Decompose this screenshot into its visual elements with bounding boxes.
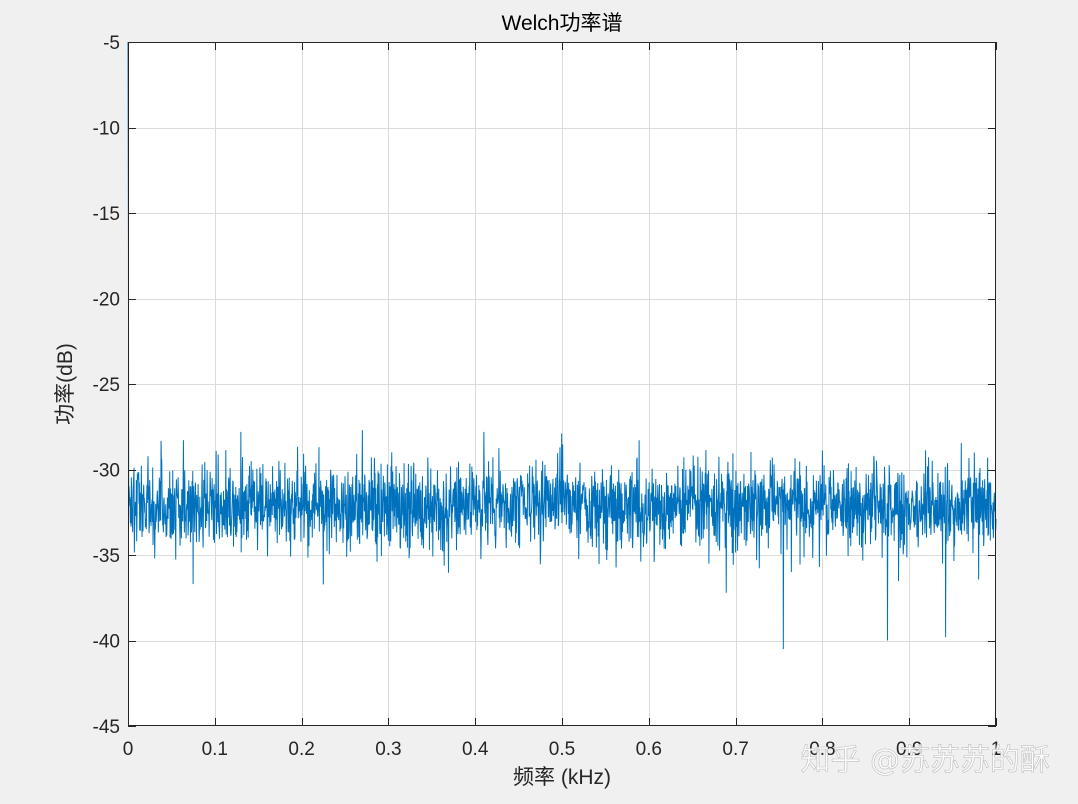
- y-axis-title: 功率(dB): [54, 343, 77, 425]
- x-tick-label: 0.1: [202, 739, 228, 760]
- y-tick-label: -35: [93, 546, 120, 567]
- x-tick-label: 0.2: [288, 739, 314, 760]
- y-tick-label: -45: [93, 717, 120, 738]
- y-tick-label: -10: [93, 119, 120, 140]
- y-tick-label: -5: [103, 33, 120, 54]
- x-tick-label: 0.5: [549, 739, 575, 760]
- series-line: [127, 41, 997, 650]
- x-tick-label: 0.8: [809, 739, 835, 760]
- y-tick-label: -25: [93, 375, 120, 396]
- x-axis-title: 频率 (kHz): [513, 766, 611, 789]
- tick-marks: [128, 42, 997, 727]
- data-layer: [127, 41, 997, 650]
- y-tick-label: -20: [93, 290, 120, 311]
- y-tick-label: -30: [93, 461, 120, 482]
- y-tick-labels: -45 -40 -35 -30 -25 -20 -15 -10 -5: [93, 33, 120, 738]
- y-tick-label: -40: [93, 632, 120, 653]
- x-tick-label: 0: [123, 739, 134, 760]
- watermark: 知乎 @苏苏苏的酥: [800, 743, 1050, 778]
- x-tick-label: 0.9: [896, 739, 922, 760]
- y-tick-label: -15: [93, 204, 120, 225]
- x-tick-label: 0.6: [636, 739, 662, 760]
- x-tick-label: 0.7: [722, 739, 748, 760]
- x-tick-label: 0.4: [462, 739, 489, 760]
- x-tick-labels: 0 0.1 0.2 0.3 0.4 0.5 0.6 0.7 0.8 0.9 1: [123, 739, 1002, 760]
- chart-title: Welch功率谱: [502, 12, 623, 35]
- x-tick-label: 1: [991, 739, 1002, 760]
- x-tick-label: 0.3: [375, 739, 401, 760]
